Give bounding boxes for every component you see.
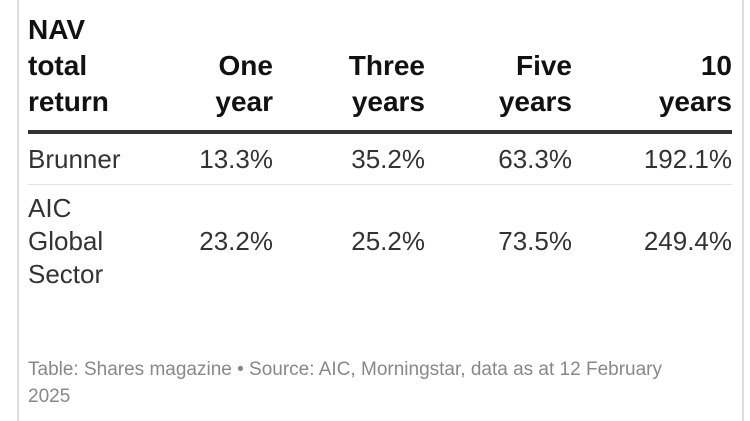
header-text: One year [215,50,273,117]
header-text: NAV total return [28,14,109,117]
header-text: Five years [498,50,572,117]
cell: 192.1% [572,132,732,185]
header-cell: 10 years [572,12,732,134]
footer-note: Table: Shares magazine • Source: AIC, Mo… [28,359,662,407]
row-label: Brunner [28,132,150,185]
cell: 73.5% [498,225,572,256]
frame [17,0,744,421]
returns-table: NAV total return One year Three years Fi… [28,12,732,297]
header-cell: One year [150,12,273,134]
cell: 13.3% [150,132,273,185]
cell: 35.2% [273,132,425,185]
header-text: Three years [348,50,425,117]
cell: 249.4% [643,225,732,256]
row-label-text: AIC Global Sector [28,192,104,289]
header-text: 10 years [658,50,732,117]
row: Brunner 13.3% 35.2% 63.3% 192.1% [28,132,732,185]
cell: 63.3% [425,132,572,185]
header-row: NAV total return One year Three years Fi… [28,12,732,134]
header-cell: Five years [425,12,572,134]
cell: 25.2% [351,225,425,256]
header-cell: Three years [273,12,425,134]
row-label-text: Brunner [28,143,121,174]
row-label: AIC Global Sector [28,185,150,298]
row: AIC Global Sector 23.2% 25.2% 73.5% 249.… [28,185,732,298]
header-cell: NAV total return [28,12,150,134]
cell: 23.2% [199,225,273,256]
